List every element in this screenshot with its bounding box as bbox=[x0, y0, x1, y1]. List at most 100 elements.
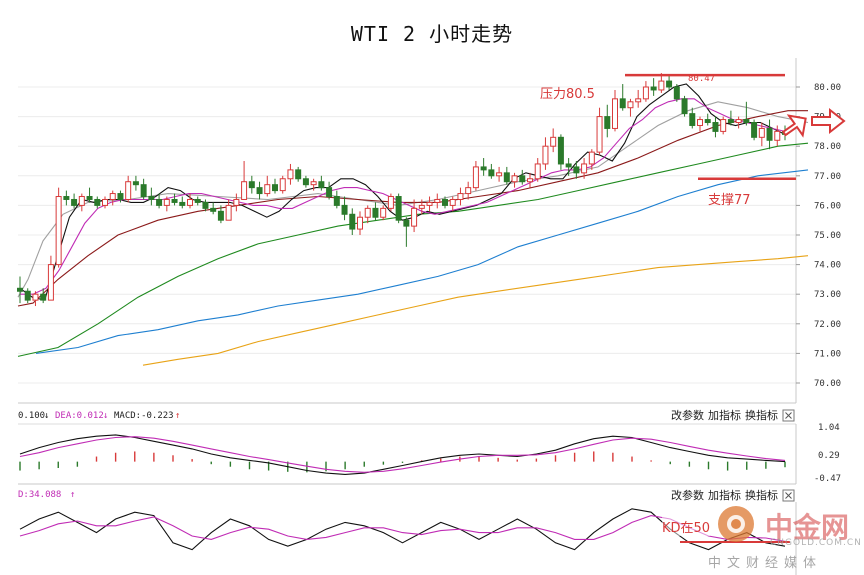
candle bbox=[17, 276, 23, 304]
candle bbox=[573, 161, 580, 179]
macd-change-params-button[interactable]: 改参数 bbox=[671, 408, 704, 422]
macd-panel: 0.100 ↓ DEA:0.012 ↓ MACD:-0.223 ↑ 改参数 加指… bbox=[18, 408, 841, 485]
macd-dif-line bbox=[19, 434, 786, 475]
candle bbox=[442, 196, 448, 209]
candle bbox=[642, 81, 649, 102]
candle bbox=[534, 158, 541, 182]
candle bbox=[225, 199, 232, 221]
candle-body bbox=[71, 198, 78, 206]
candle bbox=[179, 196, 186, 209]
candle-body bbox=[248, 181, 255, 189]
candle-body bbox=[751, 122, 758, 138]
candle bbox=[86, 187, 93, 203]
ma120-line bbox=[35, 169, 809, 354]
candle-body bbox=[387, 196, 394, 209]
macd-close-button[interactable] bbox=[782, 409, 795, 422]
watermark-logo-text: 中金网 bbox=[765, 511, 850, 544]
price-axis-ticks: 80.0079.0078.0077.0076.0075.0074.0073.00… bbox=[796, 83, 841, 389]
candle bbox=[673, 84, 680, 102]
candle bbox=[727, 110, 734, 126]
candle-body bbox=[264, 184, 271, 195]
ma10-line bbox=[20, 98, 786, 295]
candle-body bbox=[612, 98, 618, 129]
watermark-logo bbox=[718, 506, 754, 542]
candle bbox=[387, 193, 394, 212]
candle bbox=[619, 84, 626, 111]
candle bbox=[766, 119, 773, 150]
candle-body bbox=[140, 184, 147, 198]
kd-change-params-button[interactable]: 改参数 bbox=[671, 488, 704, 502]
candle-body bbox=[488, 169, 495, 177]
price-tick-label: 70.00 bbox=[814, 379, 841, 389]
candle bbox=[287, 163, 294, 185]
candle-body bbox=[310, 181, 317, 186]
candle-body bbox=[442, 198, 448, 206]
candle-body bbox=[210, 207, 217, 212]
kd-add-indicator-button[interactable]: 加指标 bbox=[708, 488, 741, 502]
candle bbox=[380, 205, 387, 221]
candle bbox=[503, 166, 510, 185]
candle bbox=[426, 196, 433, 212]
candle-body bbox=[318, 181, 325, 189]
candle-body bbox=[194, 198, 201, 203]
candle-body bbox=[295, 169, 302, 180]
candle bbox=[588, 149, 595, 170]
kd-panel: D:34.088 ↑ 改参数 加指标 换指标 bbox=[18, 488, 797, 575]
candle-body bbox=[326, 187, 333, 198]
candle bbox=[666, 75, 673, 90]
candle bbox=[272, 178, 278, 194]
candle-body bbox=[774, 130, 781, 141]
candle-body bbox=[627, 101, 634, 109]
kd-arrow-icon: ↑ bbox=[70, 490, 75, 500]
candle-body bbox=[17, 287, 23, 292]
candle-body bbox=[302, 178, 309, 186]
candle bbox=[720, 116, 727, 135]
macd-add-indicator-button[interactable]: 加指标 bbox=[708, 408, 741, 422]
candle-body bbox=[449, 198, 456, 206]
price-tick-label: 77.00 bbox=[814, 172, 841, 182]
candle-body bbox=[511, 175, 518, 183]
candlesticks bbox=[17, 73, 788, 307]
chart-title: WTI 2 小时走势 bbox=[350, 22, 514, 46]
macd-switch-indicator-button[interactable]: 换指标 bbox=[745, 408, 778, 422]
candle-body bbox=[534, 163, 541, 180]
candle bbox=[140, 178, 147, 200]
kd-switch-indicator-button[interactable]: 换指标 bbox=[745, 488, 778, 502]
candle-body bbox=[550, 136, 557, 147]
candle-body bbox=[496, 172, 503, 177]
ma250-line bbox=[142, 255, 809, 366]
candle-body bbox=[743, 119, 750, 124]
candle bbox=[681, 95, 688, 117]
candle-body bbox=[380, 207, 387, 218]
candle-body bbox=[357, 216, 363, 230]
candle-body bbox=[735, 119, 742, 124]
candle bbox=[63, 190, 70, 206]
candle bbox=[704, 113, 711, 126]
candle-body bbox=[480, 166, 487, 171]
candle bbox=[117, 190, 124, 203]
kd-d-value: D:34.088 bbox=[18, 490, 61, 500]
candle-body bbox=[697, 119, 703, 126]
main-grid bbox=[18, 86, 796, 384]
candle bbox=[194, 196, 201, 206]
candle-body bbox=[233, 198, 240, 206]
candle-body bbox=[658, 80, 665, 91]
kd-close-button[interactable] bbox=[782, 489, 795, 502]
candle-body bbox=[179, 201, 186, 206]
candle-body bbox=[411, 207, 418, 227]
candle-body bbox=[758, 127, 765, 138]
kd-d-line bbox=[19, 515, 786, 542]
candle bbox=[156, 193, 163, 209]
candle bbox=[24, 288, 31, 304]
candle-body bbox=[132, 181, 139, 186]
candle-body bbox=[673, 86, 680, 100]
macd-axis-label-bottom: -0.47 bbox=[814, 474, 841, 484]
candle bbox=[333, 190, 340, 209]
candle-body bbox=[117, 193, 124, 200]
candle-body bbox=[619, 98, 626, 109]
candle-body bbox=[472, 166, 479, 189]
candle-body bbox=[465, 187, 472, 195]
price-tick-label: 75.00 bbox=[814, 231, 841, 241]
candle-body bbox=[241, 181, 248, 200]
